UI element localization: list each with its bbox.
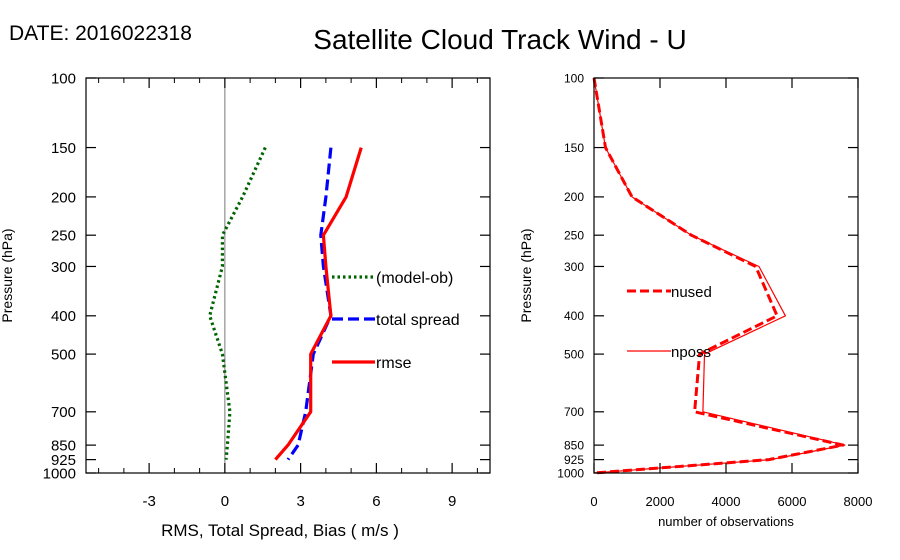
y-tick-label: 925 — [51, 452, 76, 469]
y-tick-label: 100 — [51, 70, 76, 87]
y-tick-label: 300 — [564, 260, 584, 274]
y-tick-label: 150 — [51, 140, 76, 157]
date-label: DATE: 2016022318 — [9, 22, 192, 45]
y-tick-label: 850 — [51, 438, 76, 455]
series-line-rmse — [274, 147, 363, 461]
legend-label: rmse — [376, 355, 412, 372]
y-tick-label: 300 — [51, 259, 76, 276]
x-tick-label: 2000 — [646, 494, 675, 509]
legend-label: nposs — [671, 344, 711, 361]
x-tick-label: 0 — [590, 494, 597, 509]
y-tick-label: 400 — [51, 308, 76, 325]
x-tick-label: 6 — [372, 493, 380, 510]
legend-label: total spread — [376, 312, 460, 329]
y-tick-label: 1000 — [557, 466, 584, 480]
y-tick-label: 500 — [564, 347, 584, 361]
y-axis-label: Pressure (hPa) — [518, 228, 534, 322]
y-tick-label: 925 — [564, 453, 584, 467]
y-tick-label: 400 — [564, 309, 584, 323]
y-tick-label: 250 — [564, 229, 584, 243]
x-tick-label: 0 — [221, 493, 229, 510]
x-axis-label: number of observations — [658, 514, 794, 529]
series-line-nposs — [593, 77, 846, 474]
y-tick-label: 700 — [564, 405, 584, 419]
y-tick-label: 200 — [564, 190, 584, 204]
chart-title: Satellite Cloud Track Wind - U — [313, 24, 687, 55]
y-tick-label: 1000 — [43, 465, 76, 482]
x-tick-label: 4000 — [712, 494, 741, 509]
x-axis-label: RMS, Total Spread, Bias ( m/s ) — [161, 521, 399, 540]
y-tick-label: 100 — [564, 71, 584, 85]
x-tick-label: 3 — [296, 493, 304, 510]
y-tick-label: 200 — [51, 189, 76, 206]
plot-frame — [85, 77, 491, 474]
series-line-modelob — [208, 146, 267, 460]
x-tick-label: 6000 — [778, 494, 807, 509]
legend-label: nused — [671, 284, 712, 301]
series-line-nused — [592, 77, 845, 475]
y-tick-label: 850 — [564, 438, 584, 452]
y-tick-label: 250 — [51, 228, 76, 245]
y-tick-label: 150 — [564, 141, 584, 155]
x-tick-label: -3 — [142, 493, 155, 510]
x-tick-label: 8000 — [844, 494, 873, 509]
legend-label: (model-ob) — [376, 270, 453, 287]
y-tick-label: 700 — [51, 404, 76, 421]
plot-frame — [593, 77, 859, 474]
x-tick-label: 9 — [448, 493, 456, 510]
y-tick-label: 500 — [51, 346, 76, 363]
y-axis-label: Pressure (hPa) — [0, 228, 15, 322]
